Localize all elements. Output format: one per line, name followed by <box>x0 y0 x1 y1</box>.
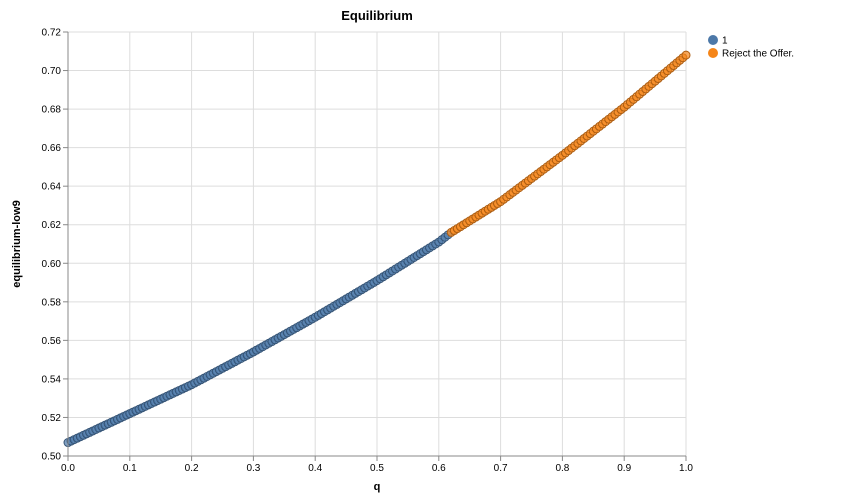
x-tick-label: 1.0 <box>679 463 693 474</box>
y-tick-label: 0.62 <box>42 220 62 231</box>
y-tick-label: 0.56 <box>42 336 62 347</box>
x-axis-title: q <box>374 481 381 493</box>
x-tick-label: 0.2 <box>185 463 199 474</box>
x-tick-label: 0.8 <box>555 463 569 474</box>
x-tick-label: 0.4 <box>308 463 322 474</box>
legend-label: Reject the Offer. <box>722 49 794 60</box>
legend: 1 Reject the Offer. <box>708 35 794 60</box>
x-tick-label: 0.0 <box>61 463 75 474</box>
grid <box>67 31 687 457</box>
legend-symbol <box>708 48 718 58</box>
y-axis-title: equilibrium-low9 <box>11 200 23 287</box>
y-tick-label: 0.68 <box>42 105 62 116</box>
x-tick-label: 0.1 <box>123 463 137 474</box>
x-tick-label: 0.7 <box>494 463 508 474</box>
y-tick-label: 0.60 <box>42 259 62 270</box>
y-tick-label: 0.50 <box>42 452 62 463</box>
data-point <box>681 50 691 60</box>
chart-title: Equilibrium <box>341 8 413 23</box>
x-tick-label: 0.9 <box>617 463 631 474</box>
y-tick-label: 0.64 <box>42 182 62 193</box>
x-tick-label: 0.5 <box>370 463 384 474</box>
y-tick-label: 0.66 <box>42 143 62 154</box>
x-axis: 0.0 0.1 0.2 0.3 0.4 0.5 0.6 0.7 0.8 0.9 1.0 <box>61 456 693 474</box>
legend-label: 1 <box>722 36 728 47</box>
y-tick-label: 0.72 <box>42 28 62 39</box>
y-tick-label: 0.52 <box>42 413 62 424</box>
y-tick-label: 0.58 <box>42 297 62 308</box>
x-tick-label: 0.6 <box>432 463 446 474</box>
x-tick-label: 0.3 <box>246 463 260 474</box>
y-axis: 0.50 0.52 0.54 0.56 0.58 0.60 0.62 0.64 0.66 0.68… <box>42 28 68 463</box>
legend-symbol <box>708 35 718 45</box>
y-tick-label: 0.70 <box>42 66 62 77</box>
data-points <box>63 50 691 448</box>
y-tick-label: 0.54 <box>42 374 62 385</box>
